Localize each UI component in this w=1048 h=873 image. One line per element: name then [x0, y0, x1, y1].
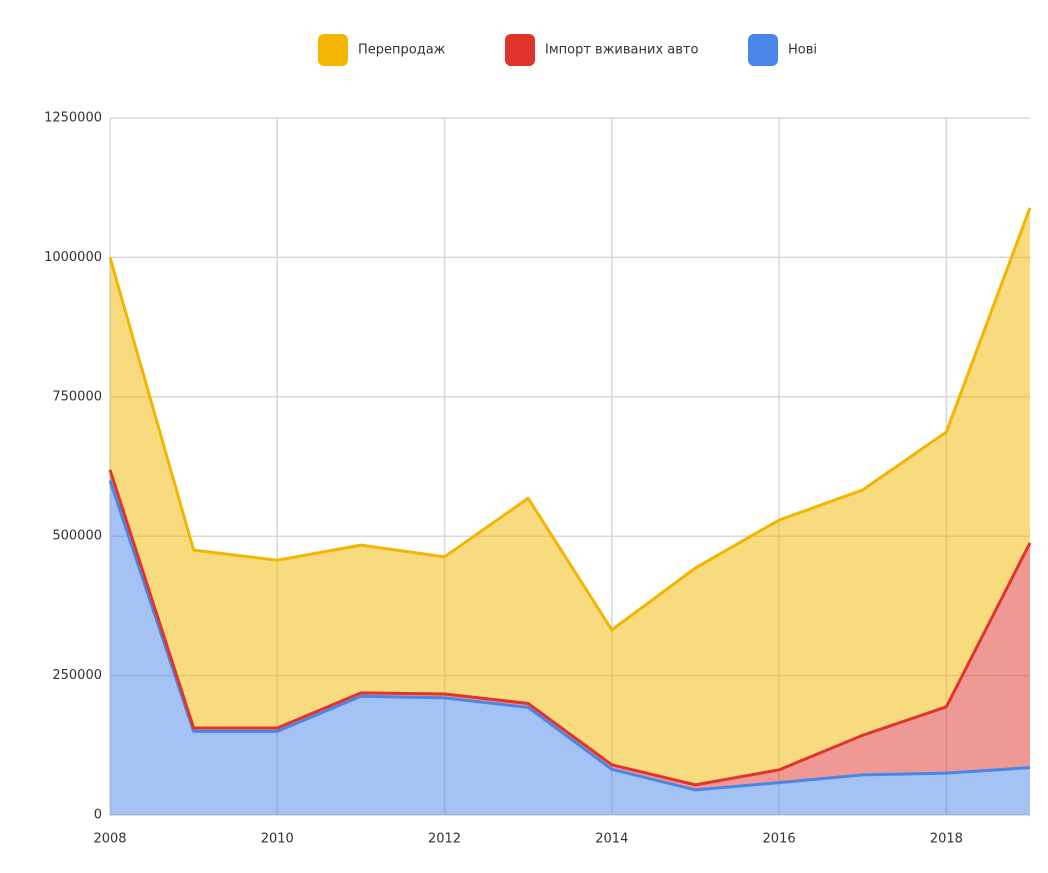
area-fill	[110, 207, 1030, 785]
areas	[108, 207, 1032, 815]
x-tick-label: 2012	[428, 832, 461, 847]
y-tick-label: 500000	[52, 529, 102, 544]
x-tick-label: 2010	[261, 832, 294, 847]
y-tick-label: 250000	[52, 668, 102, 683]
area-fill	[110, 469, 1030, 790]
x-tick-label: 2016	[763, 832, 796, 847]
y-tick-label: 1000000	[44, 250, 102, 265]
legend: Перепродаж Імпорт вживаних авто Нові	[318, 34, 817, 66]
legend-swatch	[748, 34, 778, 66]
legend-label: Імпорт вживаних авто	[545, 43, 698, 58]
legend-label: Перепродаж	[358, 43, 446, 58]
axes: 0 250000 500000 750000 1000000 1250000 2008 201…	[44, 111, 963, 847]
area-line	[108, 469, 1032, 787]
y-tick-label: 0	[94, 808, 102, 823]
area-line	[108, 479, 1031, 792]
legend-label: Нові	[788, 43, 817, 58]
y-tick-label: 1250000	[44, 111, 102, 126]
y-tick-label: 750000	[52, 389, 102, 404]
area-line	[108, 207, 1032, 632]
area-fill	[110, 480, 1030, 815]
legend-swatch	[318, 34, 348, 66]
x-tick-label: 2018	[930, 832, 963, 847]
legend-swatch	[505, 34, 535, 66]
x-tick-label: 2008	[93, 832, 126, 847]
x-tick-label: 2014	[595, 832, 628, 847]
